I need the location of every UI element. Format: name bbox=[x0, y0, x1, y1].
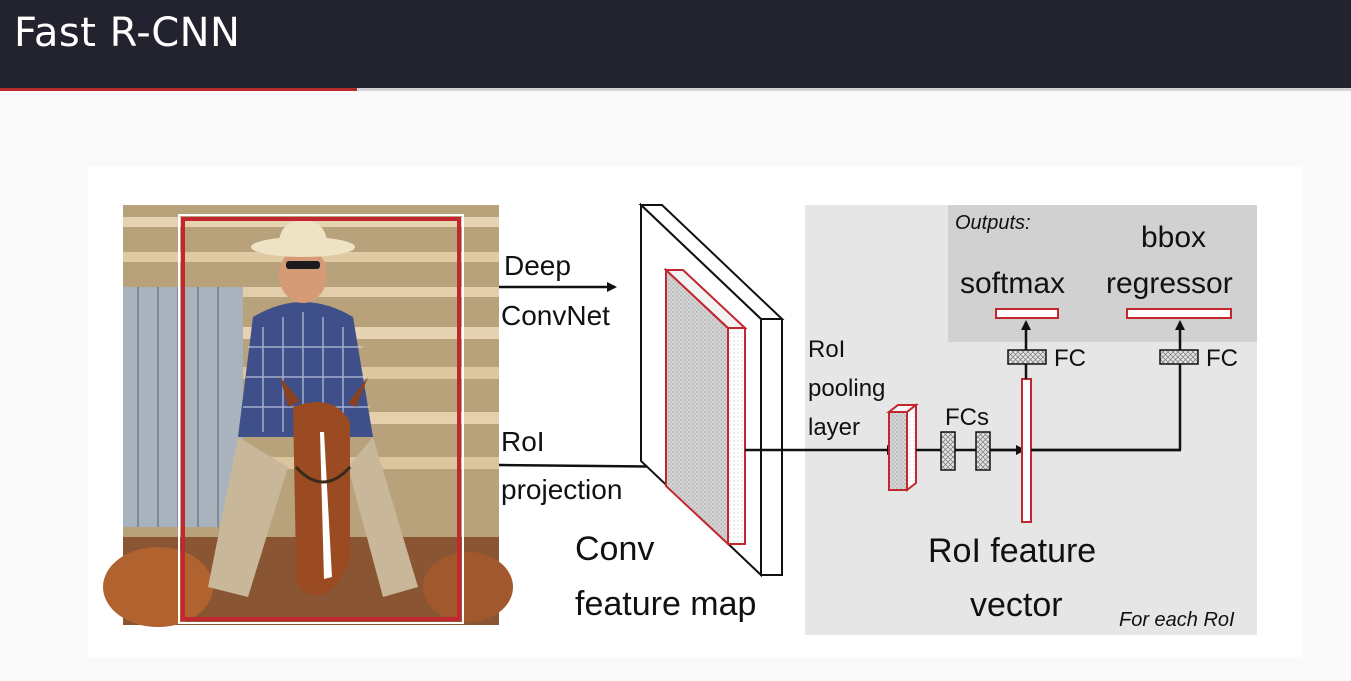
deep-label: Deep bbox=[504, 250, 571, 281]
bbox-label: bbox bbox=[1141, 221, 1206, 254]
outputs-caption: Outputs: bbox=[955, 212, 1031, 234]
input-photo bbox=[103, 205, 513, 627]
bbox-fc-block bbox=[1159, 349, 1199, 365]
softmax-fc-block bbox=[1007, 349, 1047, 365]
pooling-label-2: pooling bbox=[808, 375, 885, 402]
convnet-label: ConvNet bbox=[501, 300, 610, 331]
conv-feature-map bbox=[638, 202, 785, 578]
outputs-panel bbox=[948, 205, 1257, 342]
slide-title: Fast R-CNN bbox=[14, 10, 241, 56]
feature-vector-label-2: vector bbox=[970, 586, 1063, 624]
header-accent-line bbox=[0, 88, 357, 91]
roi-feature-vector bbox=[1021, 378, 1032, 523]
feature-map-label-1: Conv bbox=[575, 530, 654, 568]
projection-label: projection bbox=[501, 474, 622, 505]
pooling-label-1: RoI bbox=[808, 336, 845, 363]
fast-rcnn-figure: Deep ConvNet RoI projection Conv feature… bbox=[88, 167, 1303, 657]
pooling-label-3: layer bbox=[808, 414, 860, 441]
fcs-label: FCs bbox=[945, 404, 989, 431]
softmax-fc-label: FC bbox=[1054, 345, 1086, 372]
pooled-feature-cube bbox=[886, 402, 919, 493]
for-each-roi-label: For each RoI bbox=[1119, 609, 1235, 631]
softmax-label: softmax bbox=[960, 267, 1065, 300]
softmax-output-vector bbox=[995, 308, 1059, 319]
feature-map-label-2: feature map bbox=[575, 585, 756, 623]
fc-block-1 bbox=[940, 431, 956, 471]
roi-label: RoI bbox=[501, 426, 545, 457]
regressor-label: regressor bbox=[1106, 267, 1233, 300]
header-divider-line bbox=[357, 88, 1351, 91]
bbox-output-vector bbox=[1126, 308, 1232, 319]
architecture-diagram: Deep ConvNet RoI projection Conv feature… bbox=[103, 202, 1257, 635]
bbox-fc-label: FC bbox=[1206, 345, 1238, 372]
slide-header: Fast R-CNN bbox=[0, 0, 1351, 88]
fc-block-2 bbox=[975, 431, 991, 471]
feature-vector-label-1: RoI feature bbox=[928, 532, 1096, 570]
